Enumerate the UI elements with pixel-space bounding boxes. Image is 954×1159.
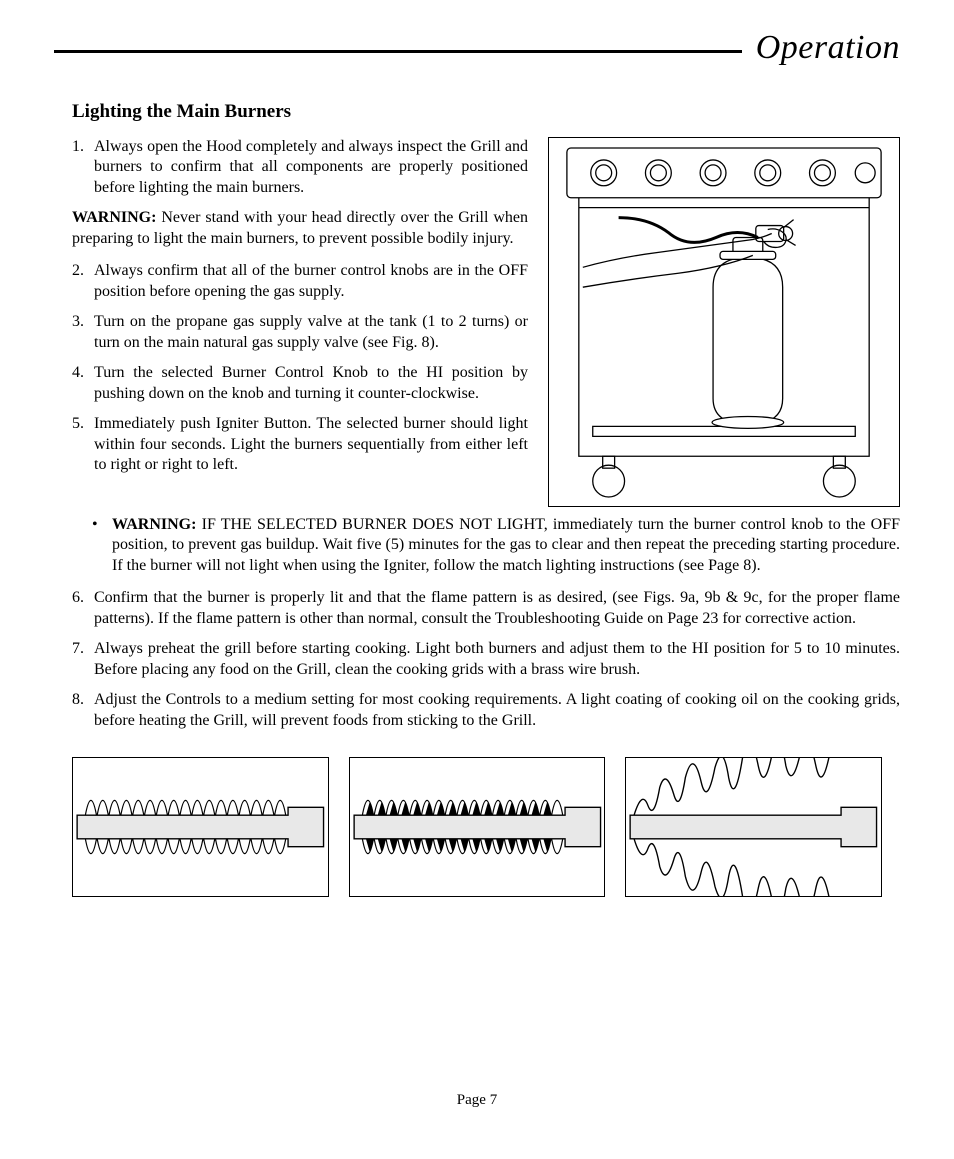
content-two-column: Always open the Hood completely and alwa… <box>54 137 900 507</box>
step-item: 6. Confirm that the burner is properly li… <box>72 588 900 629</box>
step-item: Turn the selected Burner Control Knob to… <box>72 363 528 404</box>
warning-paragraph-1: WARNING: Never stand with your head dire… <box>72 208 528 249</box>
warning-label: WARNING: <box>72 209 156 226</box>
step-list-after: 6. Confirm that the burner is properly li… <box>54 588 900 731</box>
step-list-top: Always open the Hood completely and alwa… <box>72 137 528 198</box>
page-title: Operation <box>742 29 900 67</box>
page-header: Operation <box>54 29 900 67</box>
step-number: 6. <box>72 588 84 608</box>
step-text: Confirm that the burner is properly lit … <box>94 589 900 626</box>
warning-text: IF THE SELECTED BURNER DOES NOT LIGHT, i… <box>112 516 900 574</box>
flame-pattern-c <box>625 757 882 897</box>
flame-svg-a <box>73 758 328 896</box>
step-text: Always preheat the grill before starting… <box>94 640 900 677</box>
flame-pattern-b <box>349 757 606 897</box>
section-heading: Lighting the Main Burners <box>72 101 900 123</box>
flame-svg-b <box>350 758 605 896</box>
step-item: Always confirm that all of the burner co… <box>72 261 528 302</box>
grill-tank-svg <box>549 138 899 506</box>
step-list-mid: Always confirm that all of the burner co… <box>72 261 528 475</box>
step-item: Always open the Hood completely and alwa… <box>72 137 528 198</box>
grill-tank-illustration <box>548 137 900 507</box>
flame-pattern-a <box>72 757 329 897</box>
step-item: Immediately push Igniter Button. The sel… <box>72 414 528 475</box>
warning-bullet: WARNING: IF THE SELECTED BURNER DOES NOT… <box>72 515 900 576</box>
step-number: 8. <box>72 690 84 710</box>
figure-column <box>548 137 900 507</box>
step-item: 7. Always preheat the grill before starti… <box>72 639 900 680</box>
step-item: Turn on the propane gas supply valve at … <box>72 312 528 353</box>
step-item: 8. Adjust the Controls to a medium settin… <box>72 690 900 731</box>
flame-svg-c <box>626 758 881 896</box>
flame-pattern-row <box>72 757 882 897</box>
step-number: 7. <box>72 639 84 659</box>
page-footer: Page 7 <box>0 1092 954 1109</box>
warning-label: WARNING: <box>112 516 196 533</box>
instructions-column: Always open the Hood completely and alwa… <box>54 137 528 507</box>
step-text: Adjust the Controls to a medium setting … <box>94 691 900 728</box>
